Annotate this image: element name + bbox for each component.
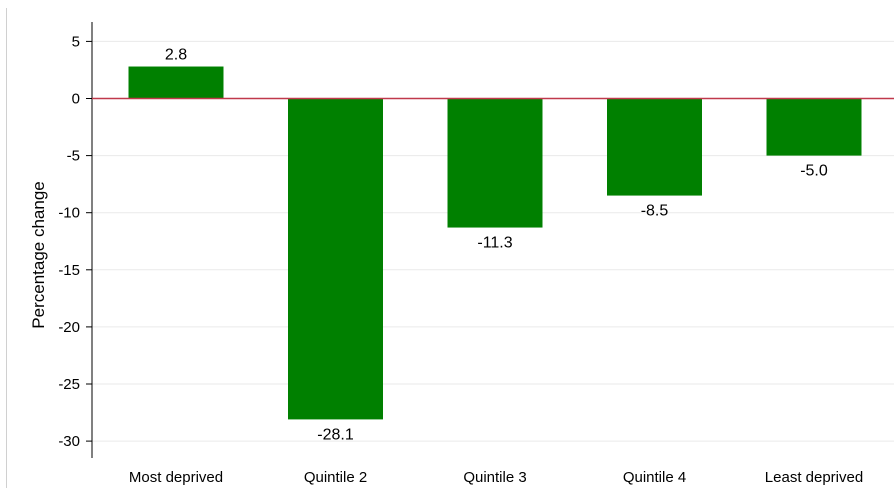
data-labels: 2.8 -28.1 -11.3 -8.5 -5.0 xyxy=(165,47,828,444)
bar xyxy=(128,66,224,99)
x-category-label: Quintile 3 xyxy=(463,469,526,486)
y-tick-label: -15 xyxy=(58,262,80,279)
y-axis: 5 0 -5 -10 -15 -20 -25 -30 xyxy=(58,22,93,458)
x-category-label: Quintile 2 xyxy=(304,469,367,486)
data-label: 2.8 xyxy=(165,47,187,64)
bar xyxy=(766,98,862,156)
bar xyxy=(607,98,702,196)
y-tick-label: 5 xyxy=(72,33,80,50)
y-tick-label: -10 xyxy=(58,205,80,222)
y-tick-label: -30 xyxy=(58,433,80,450)
x-category-label: Quintile 4 xyxy=(623,469,686,486)
plot-frame xyxy=(6,8,894,488)
data-label: -5.0 xyxy=(800,163,828,180)
bar xyxy=(447,98,543,228)
x-axis: Most deprived Quintile 2 Quintile 3 Quintil… xyxy=(129,469,863,486)
y-tick-label: -5 xyxy=(67,148,80,165)
y-tick-label: 0 xyxy=(72,91,80,108)
x-category-label: Least deprived xyxy=(765,469,863,486)
y-axis-title: Percentage change xyxy=(29,181,48,328)
data-label: -28.1 xyxy=(317,426,354,443)
x-category-label: Most deprived xyxy=(129,469,223,486)
bars xyxy=(128,66,862,420)
gridlines xyxy=(92,40,894,442)
data-label: -11.3 xyxy=(477,235,512,252)
data-label: -8.5 xyxy=(641,203,669,220)
bar xyxy=(288,98,383,420)
y-tick-label: -25 xyxy=(58,376,80,393)
y-tick-label: -20 xyxy=(58,319,80,336)
